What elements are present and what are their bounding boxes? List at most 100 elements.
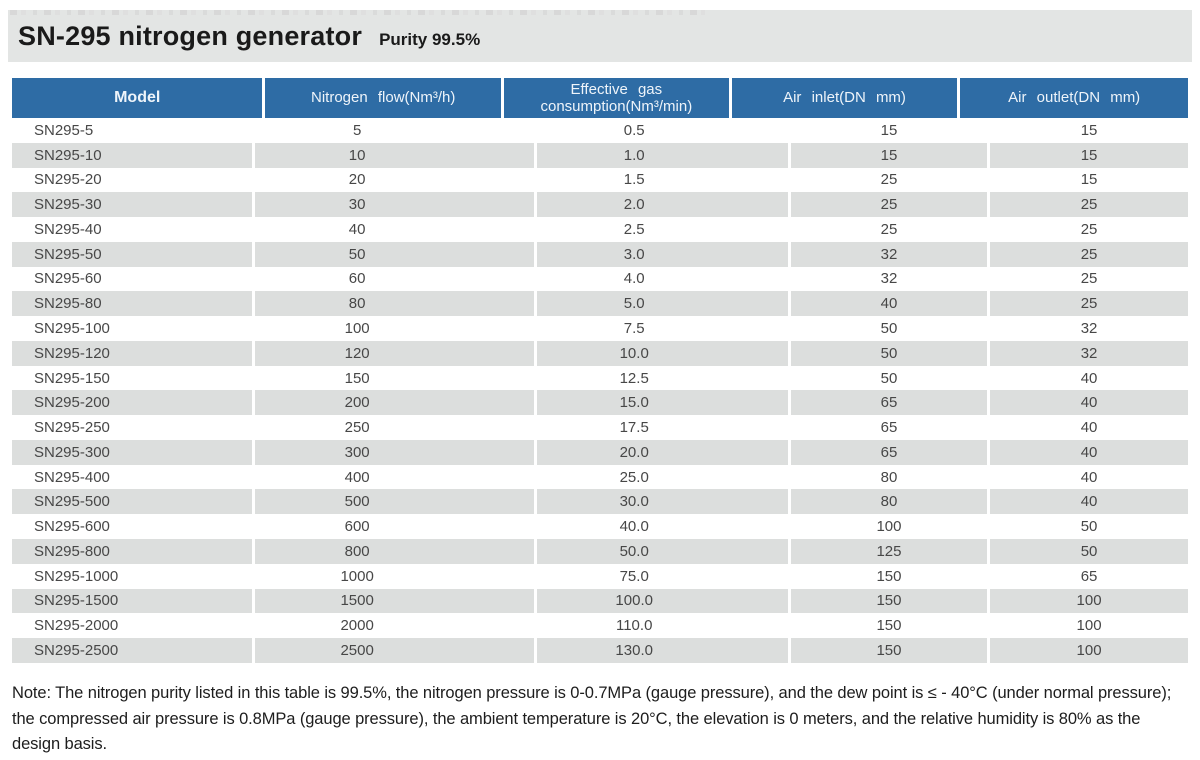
value-cell: 1000 [340, 567, 374, 585]
value-cell: 20.0 [536, 439, 788, 465]
value-cell: 800 [254, 539, 534, 564]
value-cell: 40.0 [619, 518, 649, 536]
column-header: Nitrogen flow(Nm³/h) [265, 78, 501, 118]
value-cell: 250 [344, 419, 370, 437]
table-row: SN295-2000 2000 110.0 150 100 [12, 613, 1188, 638]
value-cell: 65 [880, 419, 898, 437]
model-cell: SN295-800 [12, 539, 252, 564]
model-cell: SN295-2500 [12, 638, 252, 663]
model-cell: SN295-200 [12, 390, 252, 416]
table-row: SN295-100 100 7.5 50 32 [12, 316, 1188, 341]
value-cell: 500 [254, 489, 534, 515]
model-cell: SN295-250 [34, 419, 110, 437]
value-cell: 20 [348, 171, 366, 189]
model-cell: SN295-2000 [34, 617, 119, 635]
table-row: SN295-40 40 2.5 25 25 [12, 217, 1188, 242]
value-cell: 50 [990, 539, 1188, 564]
value-cell: 25 [1080, 220, 1098, 238]
value-cell: 32 [790, 241, 988, 267]
model-cell: SN295-10 [12, 142, 252, 168]
value-cell: 400 [344, 468, 370, 486]
value-cell: 150 [876, 567, 902, 585]
value-cell: 50 [790, 340, 988, 366]
value-cell: 80 [880, 468, 898, 486]
table-row: SN295-1500 1500 100.0 150 100 [12, 588, 1188, 614]
value-cell: 15 [1080, 121, 1098, 139]
table-row: SN295-400 400 25.0 80 40 [12, 465, 1188, 490]
table-row: SN295-30 30 2.0 25 25 [12, 192, 1188, 218]
model-cell: SN295-100 [34, 320, 110, 337]
model-cell: SN295-5 [34, 121, 94, 139]
model-cell: SN295-40 [34, 220, 102, 238]
model-cell: SN295-80 [12, 291, 252, 317]
model-cell: SN295-30 [12, 192, 252, 218]
value-cell: 2000 [340, 617, 374, 635]
value-cell: 110.0 [615, 617, 653, 635]
value-cell: 17.5 [619, 419, 649, 437]
value-cell: 25 [990, 291, 1188, 317]
table-row: SN295-150 150 12.5 50 40 [12, 366, 1188, 391]
table-row: SN295-60 60 4.0 32 25 [12, 267, 1188, 292]
column-header: Effective gas consumption(Nm³/min) [504, 78, 729, 118]
value-cell: 100 [990, 638, 1188, 663]
model-cell: SN295-300 [12, 439, 252, 465]
value-cell: 130.0 [536, 638, 788, 663]
value-cell: 12.5 [619, 369, 649, 387]
table-row: SN295-800 800 50.0 125 50 [12, 539, 1188, 564]
value-cell: 125 [790, 539, 988, 564]
model-cell: SN295-500 [12, 489, 252, 515]
column-header: Model [12, 78, 263, 118]
table-row: SN295-5 5 0.5 15 15 [12, 118, 1188, 143]
value-cell: 100 [1076, 617, 1102, 635]
value-cell: 5.0 [536, 291, 788, 317]
value-cell: 10.0 [536, 340, 788, 366]
page-title: SN-295 nitrogen generator [18, 20, 363, 51]
model-cell: SN295-400 [34, 468, 110, 486]
value-cell: 120 [254, 340, 534, 366]
value-cell: 25 [990, 241, 1188, 267]
value-cell: 150 [790, 588, 988, 614]
table-row: SN295-50 50 3.0 32 25 [12, 241, 1188, 267]
table-row: SN295-300 300 20.0 65 40 [12, 439, 1188, 465]
note-text: Note: The nitrogen purity listed in this… [12, 684, 1172, 754]
value-cell: 1500 [254, 588, 534, 614]
value-cell: 25 [880, 220, 898, 238]
value-cell: 7.5 [623, 320, 645, 337]
value-cell: 100 [876, 518, 902, 536]
value-cell: 50 [880, 320, 898, 337]
value-cell: 600 [344, 518, 370, 536]
value-cell: 50 [254, 241, 534, 267]
model-cell: SN295-20 [34, 171, 102, 189]
value-cell: 4.0 [623, 270, 645, 288]
value-cell: 40 [990, 439, 1188, 465]
value-cell: 50.0 [536, 539, 788, 564]
cropped-text-remnant [10, 10, 705, 15]
model-cell: SN295-60 [34, 270, 102, 288]
table-row: SN295-80 80 5.0 40 25 [12, 291, 1188, 317]
value-cell: 75.0 [619, 567, 649, 585]
value-cell: 80 [254, 291, 534, 317]
value-cell: 65 [790, 390, 988, 416]
value-cell: 300 [254, 439, 534, 465]
value-cell: 32 [880, 270, 898, 288]
value-cell: 15 [790, 142, 988, 168]
table-row: SN295-1000 1000 75.0 150 65 [12, 564, 1188, 589]
spec-table: Model Nitrogen flow(Nm³/h) Effective gas c… [12, 78, 1189, 663]
value-cell: 40 [990, 489, 1188, 515]
value-cell: 40 [990, 390, 1188, 416]
value-cell: 40 [348, 220, 366, 238]
value-cell: 65 [790, 439, 988, 465]
value-cell: 5 [352, 121, 362, 139]
value-cell: 150 [876, 617, 902, 635]
title-band: SN-295 nitrogen generator Purity 99.5% [8, 10, 1192, 62]
value-cell: 80 [790, 489, 988, 515]
value-cell: 3.0 [536, 241, 788, 267]
value-cell: 25 [990, 192, 1188, 218]
value-cell: 10 [254, 142, 534, 168]
value-cell: 40 [1080, 369, 1098, 387]
value-cell: 150 [790, 638, 988, 663]
value-cell: 1.5 [623, 171, 645, 189]
value-cell: 15 [1080, 171, 1098, 189]
purity-label: Purity 99.5% [379, 30, 481, 49]
value-cell: 15 [880, 121, 898, 139]
